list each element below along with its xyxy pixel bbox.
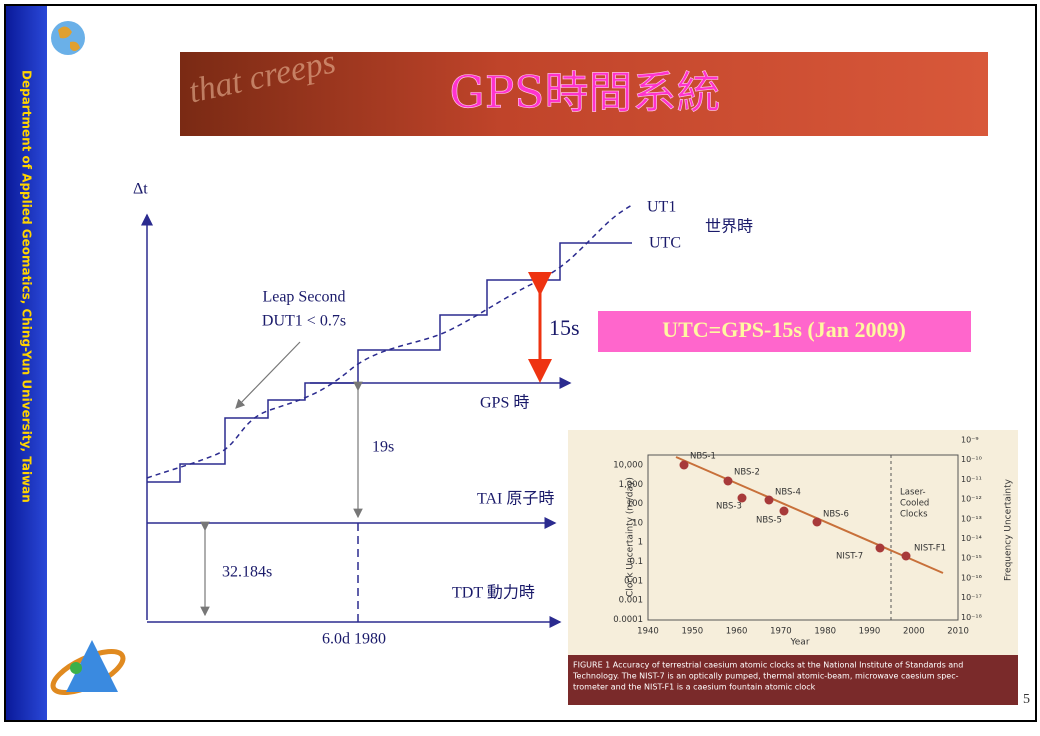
utc-label: UTC — [649, 235, 681, 252]
figure-right-tick: 10⁻¹² — [961, 495, 982, 504]
figure-y-tick: 0.0001 — [613, 615, 643, 625]
tai-label: TAI 原子時 — [477, 490, 554, 508]
logo — [50, 640, 126, 695]
world-time-label: 世界時 — [705, 218, 753, 236]
dut1-label: DUT1 < 0.7s — [262, 313, 346, 330]
figure-right-tick: 10⁻¹⁴ — [961, 534, 982, 543]
figure-laser-label: Clocks — [900, 510, 928, 520]
leap-arrow — [235, 341, 301, 409]
figure-laser-label: Cooled — [900, 499, 929, 509]
figure-point-label: NIST-7 — [836, 552, 863, 562]
figure-y-label: Clock Uncertainty (ns/day) — [626, 477, 636, 597]
figure-point-label: NIST-F1 — [914, 544, 946, 554]
figure-right-tick: 10⁻¹¹ — [961, 475, 982, 484]
figure-point — [679, 460, 689, 470]
sidebar-text: Department of Applied Geomatics, Ching-Y… — [20, 70, 34, 503]
figure-point — [723, 476, 733, 486]
figure-point-label: NBS-6 — [823, 510, 849, 520]
figure-x-tick: 1970 — [770, 627, 792, 637]
logo-dot — [70, 662, 82, 674]
figure-right-tick: 10⁻¹⁸ — [961, 613, 982, 622]
tdt-label: TDT 動力時 — [452, 584, 535, 602]
page-number: 5 — [1023, 692, 1030, 707]
leap-second-label: Leap Second — [262, 289, 345, 306]
ut1-label: UT1 — [647, 199, 676, 216]
figure-point-label: NBS-3 — [716, 502, 742, 512]
gps-time-label: GPS 時 — [480, 394, 529, 412]
delta-t-label: Δt — [133, 181, 148, 198]
figure-point-label: NBS-4 — [775, 488, 801, 498]
figure-y-tick: 0.001 — [619, 596, 643, 606]
figure-point — [779, 506, 789, 516]
figure-x-tick: 2010 — [947, 627, 969, 637]
figure-y-tick: 1 — [638, 538, 643, 548]
figure-right-tick: 10⁻¹⁶ — [961, 573, 982, 582]
figure-right-tick: 10⁻¹⁷ — [961, 593, 982, 602]
figure-x-tick: 1960 — [726, 627, 748, 637]
ut1-curve — [146, 204, 633, 479]
figure-y-tick: 0.1 — [629, 557, 643, 567]
utc-gps-box — [598, 311, 971, 352]
figure-caption: trometer and the NIST-F1 is a caesium fo… — [573, 683, 816, 692]
offset-15-label: 15s — [549, 315, 580, 340]
offset-19-label: 19s — [372, 439, 394, 456]
figure-right-tick: 10⁻¹³ — [961, 514, 982, 523]
figure-y-tick: 0.01 — [624, 576, 643, 586]
figure-point-label: NBS-1 — [690, 452, 716, 462]
figure-point — [901, 551, 911, 561]
figure-plot — [647, 454, 959, 621]
title: GPS時間系統 — [450, 68, 721, 119]
embedded-figure: Clock Uncertainty (ns/day) Year Frequenc… — [568, 430, 1018, 705]
figure-right-label: Frequency Uncertainty — [1004, 478, 1014, 581]
figure-point-label: NBS-2 — [734, 468, 760, 478]
epoch-label: 6.0d 1980 — [322, 631, 386, 648]
figure-laser-label: Laser- — [900, 488, 926, 498]
figure-y-tick: 10 — [632, 518, 643, 528]
figure-point — [875, 543, 885, 553]
figure-caption-bg — [568, 655, 1018, 705]
sidebar — [6, 6, 47, 720]
figure-x-tick: 1990 — [859, 627, 881, 637]
figure-y-tick: 1,000 — [619, 480, 643, 490]
figure-x-tick: 1980 — [814, 627, 836, 637]
figure-y-tick: 10,000 — [613, 461, 643, 471]
figure-x-tick: 2000 — [903, 627, 925, 637]
figure-point — [812, 517, 822, 527]
figure-x-tick: 1940 — [637, 627, 659, 637]
logo-triangle — [66, 640, 118, 692]
globe-land — [58, 26, 80, 51]
figure-point-label: NBS-5 — [756, 516, 782, 526]
figure-right-tick: 10⁻⁹ — [961, 436, 979, 445]
figure-point — [764, 495, 774, 505]
utc-gps-label: UTC=GPS-15s (Jan 2009) — [662, 317, 906, 342]
figure-caption: Technology. The NIST-7 is an optically p… — [572, 672, 959, 681]
figure-trend — [675, 456, 944, 574]
figure-x-tick: 1950 — [681, 627, 703, 637]
figure-x-label: Year — [789, 638, 809, 648]
title-banner — [180, 52, 988, 136]
figure-caption: FIGURE 1 Accuracy of terrestrial caesium… — [573, 661, 963, 670]
figure-y-tick: 100 — [627, 499, 643, 509]
figure-right-tick: 10⁻¹⁰ — [961, 455, 982, 464]
globe-icon — [51, 21, 85, 55]
figure-right-tick: 10⁻¹⁵ — [961, 554, 982, 563]
offset-32-label: 32.184s — [222, 564, 272, 581]
figure-point — [737, 493, 747, 503]
